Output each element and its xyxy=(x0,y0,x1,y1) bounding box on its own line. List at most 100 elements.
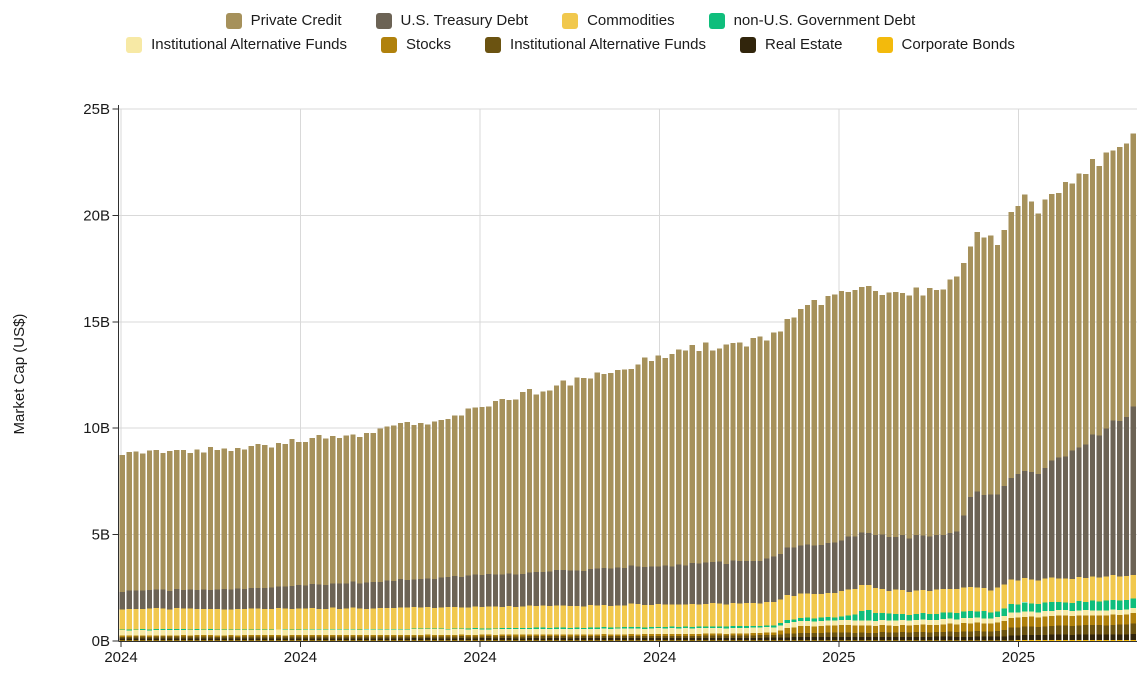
bar-segment-corporate-bonds[interactable] xyxy=(1001,640,1007,641)
bar-segment-non-us-government-debt[interactable] xyxy=(173,628,180,630)
bar-segment-institutional-alternative-funds-2[interactable] xyxy=(296,636,302,639)
bar-segment-stocks[interactable] xyxy=(133,635,139,637)
bar-segment-commodities[interactable] xyxy=(418,607,424,629)
bar-segment-commodities[interactable] xyxy=(119,609,125,630)
bar-segment-institutional-alternative-funds[interactable] xyxy=(906,620,912,626)
bar-segment-us-treasury-debt[interactable] xyxy=(696,563,702,605)
bar-segment-private-credit[interactable] xyxy=(445,418,451,577)
bar-segment-real-estate[interactable] xyxy=(472,638,478,641)
bar-segment-institutional-alternative-funds-2[interactable] xyxy=(207,636,214,639)
bar-segment-institutional-alternative-funds[interactable] xyxy=(974,617,980,623)
bar-segment-private-credit[interactable] xyxy=(391,425,397,582)
bar-segment-institutional-alternative-funds[interactable] xyxy=(214,629,220,636)
bar-segment-private-credit[interactable] xyxy=(859,287,865,533)
bar-segment-private-credit[interactable] xyxy=(425,424,431,579)
bar-segment-stocks[interactable] xyxy=(872,625,879,633)
legend-item-non-us-government-debt[interactable]: non-U.S. Government Debt xyxy=(708,12,915,29)
bar-segment-us-treasury-debt[interactable] xyxy=(357,583,363,609)
bar-segment-private-credit[interactable] xyxy=(1110,150,1116,421)
bar-segment-institutional-alternative-funds-2[interactable] xyxy=(235,636,241,639)
bar-segment-stocks[interactable] xyxy=(587,634,594,637)
bar-segment-stocks[interactable] xyxy=(703,633,709,636)
bar-segment-institutional-alternative-funds-2[interactable] xyxy=(879,632,885,637)
bar-segment-commodities[interactable] xyxy=(866,585,872,611)
bar-segment-corporate-bonds[interactable] xyxy=(784,640,790,641)
bar-segment-real-estate[interactable] xyxy=(601,638,607,641)
bar-segment-stocks[interactable] xyxy=(180,635,187,637)
bar-segment-commodities[interactable] xyxy=(723,604,729,627)
bar-segment-non-us-government-debt[interactable] xyxy=(1089,600,1096,611)
bar-segment-institutional-alternative-funds-2[interactable] xyxy=(146,636,153,639)
bar-segment-private-credit[interactable] xyxy=(750,337,756,561)
bar-segment-stocks[interactable] xyxy=(899,624,906,633)
bar-segment-commodities[interactable] xyxy=(384,607,390,629)
bar-segment-institutional-alternative-funds-2[interactable] xyxy=(526,636,533,639)
bar-segment-non-us-government-debt[interactable] xyxy=(845,615,851,621)
bar-segment-private-credit[interactable] xyxy=(1123,143,1130,417)
bar-segment-real-estate[interactable] xyxy=(899,636,906,641)
bar-segment-commodities[interactable] xyxy=(167,609,173,630)
bar-segment-private-credit[interactable] xyxy=(906,295,912,539)
bar-segment-stocks[interactable] xyxy=(438,634,444,637)
bar-segment-us-treasury-debt[interactable] xyxy=(614,567,621,606)
bar-segment-us-treasury-debt[interactable] xyxy=(241,588,248,610)
bar-segment-institutional-alternative-funds-2[interactable] xyxy=(262,636,268,639)
bar-segment-institutional-alternative-funds[interactable] xyxy=(513,629,519,635)
bar-segment-stocks[interactable] xyxy=(201,635,207,637)
bar-segment-non-us-government-debt[interactable] xyxy=(777,623,784,626)
bar-segment-stocks[interactable] xyxy=(553,634,560,637)
bar-segment-us-treasury-debt[interactable] xyxy=(119,591,125,610)
bar-segment-non-us-government-debt[interactable] xyxy=(520,628,526,630)
bar-segment-real-estate[interactable] xyxy=(1096,634,1102,641)
bar-segment-real-estate[interactable] xyxy=(879,636,885,641)
bar-segment-institutional-alternative-funds[interactable] xyxy=(316,629,322,636)
bar-segment-institutional-alternative-funds-2[interactable] xyxy=(845,632,851,638)
bar-segment-non-us-government-debt[interactable] xyxy=(1096,601,1102,611)
bar-segment-real-estate[interactable] xyxy=(1103,634,1109,641)
bar-segment-private-credit[interactable] xyxy=(275,442,282,587)
bar-segment-non-us-government-debt[interactable] xyxy=(1001,608,1007,616)
bar-segment-private-credit[interactable] xyxy=(1028,201,1035,473)
bar-segment-institutional-alternative-funds-2[interactable] xyxy=(920,632,926,637)
bar-segment-institutional-alternative-funds-2[interactable] xyxy=(221,636,227,639)
bar-segment-private-credit[interactable] xyxy=(899,292,906,536)
bar-segment-real-estate[interactable] xyxy=(119,638,125,641)
bar-segment-commodities[interactable] xyxy=(1001,584,1007,609)
bar-segment-real-estate[interactable] xyxy=(377,638,383,641)
bar-segment-stocks[interactable] xyxy=(119,635,125,637)
bar-segment-real-estate[interactable] xyxy=(608,638,614,641)
bar-segment-stocks[interactable] xyxy=(506,634,512,637)
bar-segment-institutional-alternative-funds[interactable] xyxy=(370,629,377,636)
bar-segment-real-estate[interactable] xyxy=(1069,634,1075,641)
bar-segment-us-treasury-debt[interactable] xyxy=(438,577,444,608)
bar-segment-real-estate[interactable] xyxy=(703,638,709,641)
bar-segment-non-us-government-debt[interactable] xyxy=(1022,602,1028,612)
bar-segment-private-credit[interactable] xyxy=(933,289,940,535)
legend-item-institutional-alternative-funds-2[interactable]: Institutional Alternative Funds xyxy=(485,36,706,53)
bar-segment-non-us-government-debt[interactable] xyxy=(608,627,614,629)
bar-segment-commodities[interactable] xyxy=(682,604,689,627)
bar-segment-institutional-alternative-funds-2[interactable] xyxy=(343,636,349,639)
bar-segment-private-credit[interactable] xyxy=(160,452,166,590)
bar-segment-us-treasury-debt[interactable] xyxy=(397,579,404,608)
bar-segment-institutional-alternative-funds-2[interactable] xyxy=(709,635,716,638)
bar-segment-non-us-government-debt[interactable] xyxy=(682,626,689,629)
bar-segment-private-credit[interactable] xyxy=(418,422,424,579)
bar-segment-commodities[interactable] xyxy=(608,606,614,628)
bar-segment-commodities[interactable] xyxy=(811,593,818,619)
bar-segment-institutional-alternative-funds[interactable] xyxy=(608,628,614,635)
bar-segment-private-credit[interactable] xyxy=(866,285,872,534)
bar-segment-non-us-government-debt[interactable] xyxy=(648,626,655,629)
bar-segment-corporate-bonds[interactable] xyxy=(906,640,912,641)
bar-segment-institutional-alternative-funds-2[interactable] xyxy=(241,636,248,639)
bar-segment-real-estate[interactable] xyxy=(235,638,241,641)
bar-segment-institutional-alternative-funds[interactable] xyxy=(920,619,926,625)
bar-segment-stocks[interactable] xyxy=(194,635,200,637)
bar-segment-corporate-bonds[interactable] xyxy=(1096,640,1102,641)
bar-segment-institutional-alternative-funds-2[interactable] xyxy=(553,636,560,639)
bar-segment-private-credit[interactable] xyxy=(927,288,933,537)
bar-segment-institutional-alternative-funds[interactable] xyxy=(872,620,879,626)
bar-segment-commodities[interactable] xyxy=(336,608,343,629)
bar-segment-institutional-alternative-funds[interactable] xyxy=(445,629,451,635)
bar-segment-real-estate[interactable] xyxy=(994,636,1001,641)
